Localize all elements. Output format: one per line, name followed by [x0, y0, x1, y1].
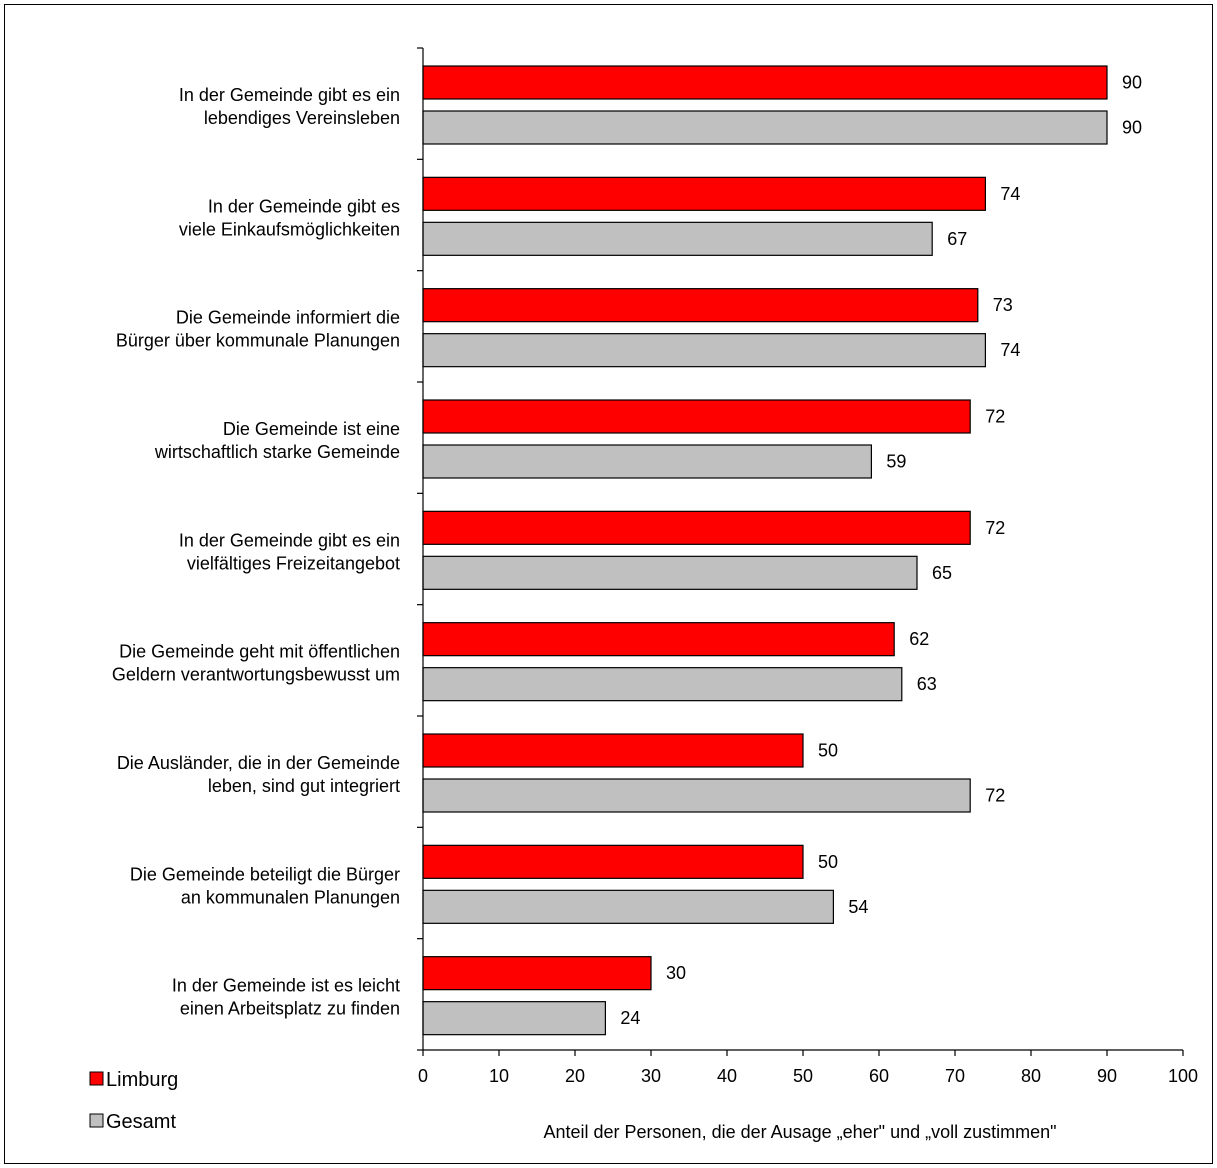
data-label-gesamt-8: 24 — [620, 1008, 640, 1028]
data-label-limburg-6: 50 — [818, 741, 838, 761]
category-label-5: Die Gemeinde geht mit öffentlichen Gelder… — [112, 642, 400, 685]
category-label-4: In der Gemeinde gibt es ein vielfältiges … — [179, 530, 400, 573]
bar-limburg-2 — [422, 288, 979, 323]
data-label-gesamt-2: 74 — [1000, 340, 1020, 360]
legend-label-limburg: Limburg — [106, 1069, 178, 1091]
category-label-2: Die Gemeinde informiert die Bürger über k… — [116, 308, 400, 351]
bar-limburg-6 — [422, 733, 804, 768]
axes: 0 10 20 30 40 50 60 70 80 90 100 — [417, 47, 1198, 1086]
x-tick-label-4: 40 — [717, 1066, 737, 1086]
data-label-limburg-0: 90 — [1122, 73, 1142, 93]
x-tick-label-3: 30 — [641, 1066, 661, 1086]
data-label-gesamt-7: 54 — [848, 897, 868, 917]
x-axis-title: Anteil der Personen, die der Ausage „ehe… — [543, 1122, 1056, 1142]
data-label-limburg-7: 50 — [818, 852, 838, 872]
bar-limburg-5 — [422, 622, 895, 657]
category-label-7: Die Gemeinde beteiligt die Bürger an komm… — [130, 864, 400, 907]
category-labels: In der Gemeinde gibt es ein lebendiges Ve… — [112, 85, 400, 1019]
data-label-gesamt-4: 65 — [932, 563, 952, 583]
bar-limburg-7 — [422, 844, 804, 879]
legend: Limburg Gesamt — [89, 1069, 178, 1133]
x-tick-label-8: 80 — [1021, 1066, 1041, 1086]
bar-limburg-4 — [422, 510, 971, 545]
bar-gesamt-6 — [422, 778, 971, 813]
legend-swatch-limburg — [89, 1071, 104, 1086]
bar-gesamt-3 — [422, 444, 872, 479]
data-label-limburg-3: 72 — [985, 407, 1005, 427]
category-label-6: Die Ausländer, die in der Gemeinde leben,… — [117, 753, 400, 796]
bar-limburg-8 — [422, 956, 652, 991]
data-label-limburg-4: 72 — [985, 518, 1005, 538]
bar-gesamt-1 — [422, 221, 933, 256]
bar-limburg-3 — [422, 399, 971, 434]
x-tick-label-1: 10 — [489, 1066, 509, 1086]
data-label-limburg-8: 30 — [666, 963, 686, 983]
x-tick-label-5: 50 — [793, 1066, 813, 1086]
data-label-gesamt-6: 72 — [985, 786, 1005, 806]
data-label-limburg-5: 62 — [909, 629, 929, 649]
data-label-gesamt-5: 63 — [917, 674, 937, 694]
bar-limburg-1 — [422, 176, 987, 211]
bar-gesamt-8 — [422, 1001, 606, 1036]
category-label-1: In der Gemeinde gibt es viele Einkaufsmög… — [179, 196, 400, 239]
data-label-gesamt-3: 59 — [886, 452, 906, 472]
bar-gesamt-4 — [422, 555, 918, 590]
category-label-8: In der Gemeinde ist es leicht einen Arbei… — [172, 976, 400, 1019]
data-label-limburg-1: 74 — [1000, 184, 1020, 204]
category-label-0: In der Gemeinde gibt es ein lebendiges Ve… — [179, 85, 400, 128]
data-label-limburg-2: 73 — [993, 295, 1013, 315]
x-tick-label-6: 60 — [869, 1066, 889, 1086]
bar-gesamt-5 — [422, 667, 903, 702]
category-label-3: Die Gemeinde ist eine wirtschaftlich star… — [154, 419, 400, 462]
legend-swatch-gesamt — [89, 1113, 104, 1128]
legend-label-gesamt: Gesamt — [106, 1111, 176, 1133]
bar-limburg-0 — [422, 65, 1108, 100]
bar-gesamt-7 — [422, 889, 834, 924]
x-tick-label-2: 20 — [565, 1066, 585, 1086]
data-label-gesamt-1: 67 — [947, 229, 967, 249]
bar-gesamt-0 — [422, 110, 1108, 145]
data-label-gesamt-0: 90 — [1122, 118, 1142, 138]
x-tick-label-0: 0 — [418, 1066, 428, 1086]
bars-layer: 90 90 74 67 73 74 72 59 72 65 62 63 50 72 50 54 30 24 — [422, 65, 1142, 1036]
x-tick-label-9: 90 — [1097, 1066, 1117, 1086]
bar-gesamt-2 — [422, 333, 987, 368]
x-tick-label-10: 100 — [1168, 1066, 1198, 1086]
x-tick-label-7: 70 — [945, 1066, 965, 1086]
